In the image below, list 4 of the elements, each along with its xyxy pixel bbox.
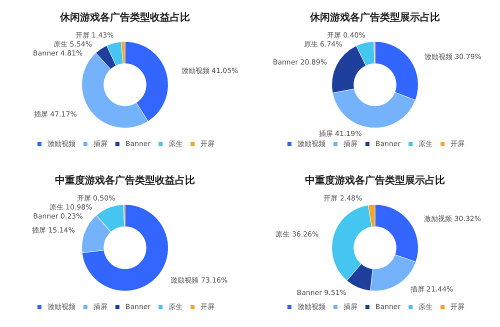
chart-title: 休闲游戏各广告类型收益占比 [59, 12, 190, 24]
chart-title: 中重度游戏各广告类型展示占比 [305, 174, 445, 186]
chart-title: 休闲游戏各广告类型展示占比 [309, 12, 440, 24]
chart-title: 中重度游戏各广告类型收益占比 [55, 174, 195, 186]
